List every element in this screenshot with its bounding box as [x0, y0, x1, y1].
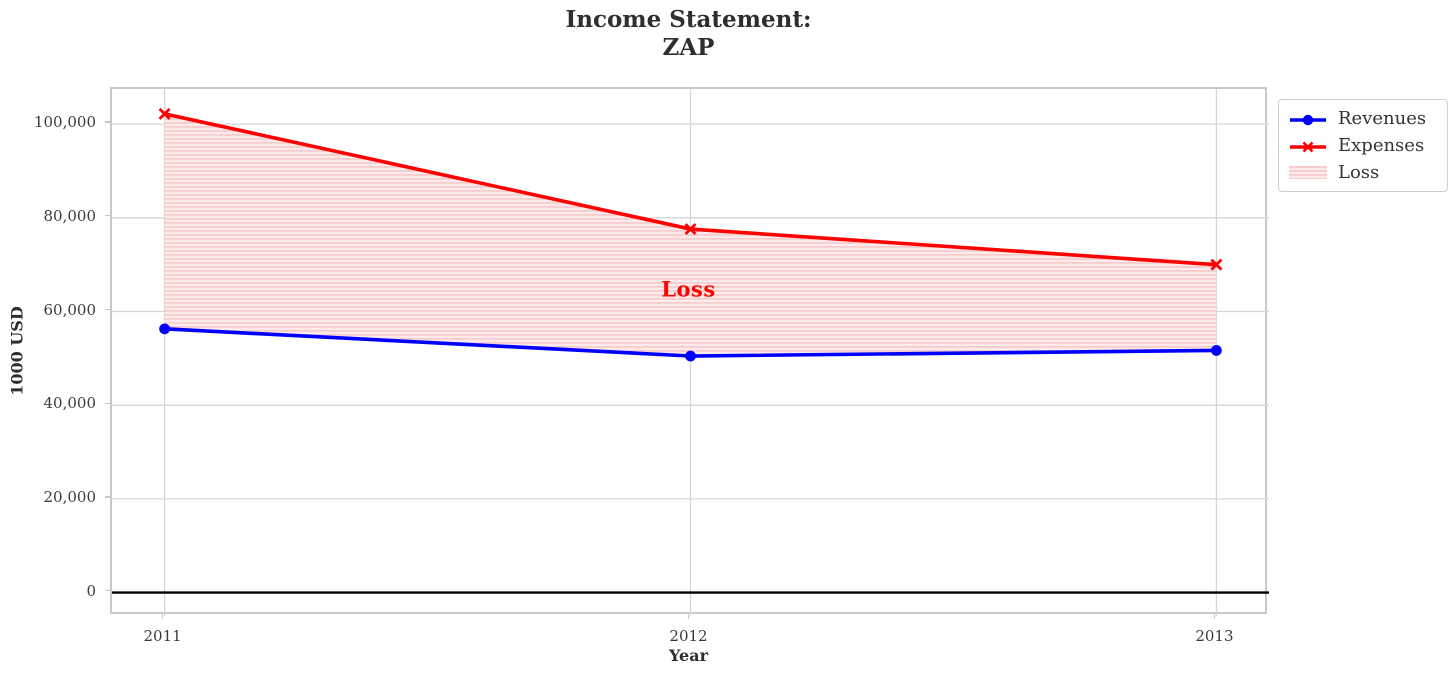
x-tick-mark [687, 614, 690, 619]
chart-title: Income Statement: ZAP [110, 6, 1267, 62]
x-tick-label: 2012 [669, 627, 708, 645]
legend-item-loss: Loss [1289, 163, 1437, 182]
y-tick-mark [105, 121, 110, 123]
x-axis-label: Year [668, 646, 708, 665]
x-tick-label: 2013 [1195, 627, 1234, 645]
loss-annotation: Loss [661, 276, 716, 302]
y-tick-mark [105, 496, 110, 498]
revenues-line-swatch-icon [1289, 112, 1327, 126]
y-tick-label: 20,000 [43, 487, 97, 506]
y-tick-mark [105, 589, 110, 592]
legend: Revenues Expenses Loss [1278, 99, 1448, 192]
chart-title-line2: ZAP [662, 34, 715, 61]
y-tick-label: 100,000 [33, 113, 96, 132]
y-tick-label: 40,000 [43, 394, 97, 413]
x-tick-mark [161, 614, 164, 619]
y-axis-label: 1000 USD [7, 306, 27, 396]
legend-item-revenues: Revenues [1289, 109, 1437, 128]
chart-title-line1: Income Statement: [565, 6, 812, 33]
loss-patch-swatch-icon [1289, 166, 1327, 179]
plot-area [110, 87, 1269, 616]
expenses-line-swatch-icon [1289, 139, 1327, 153]
y-tick-mark [105, 308, 110, 311]
plot-svg [112, 89, 1269, 616]
legend-label-expenses: Expenses [1338, 135, 1425, 156]
y-tick-label: 80,000 [43, 206, 97, 225]
y-tick-label: 0 [86, 581, 96, 600]
y-tick-label: 60,000 [43, 300, 97, 319]
x-tick-mark [1213, 614, 1216, 619]
legend-item-expenses: Expenses [1289, 136, 1437, 155]
y-tick-mark [105, 215, 110, 217]
y-tick-mark [105, 402, 110, 404]
x-tick-label: 2011 [143, 627, 182, 645]
legend-label-loss: Loss [1338, 162, 1380, 183]
legend-label-revenues: Revenues [1338, 108, 1427, 129]
